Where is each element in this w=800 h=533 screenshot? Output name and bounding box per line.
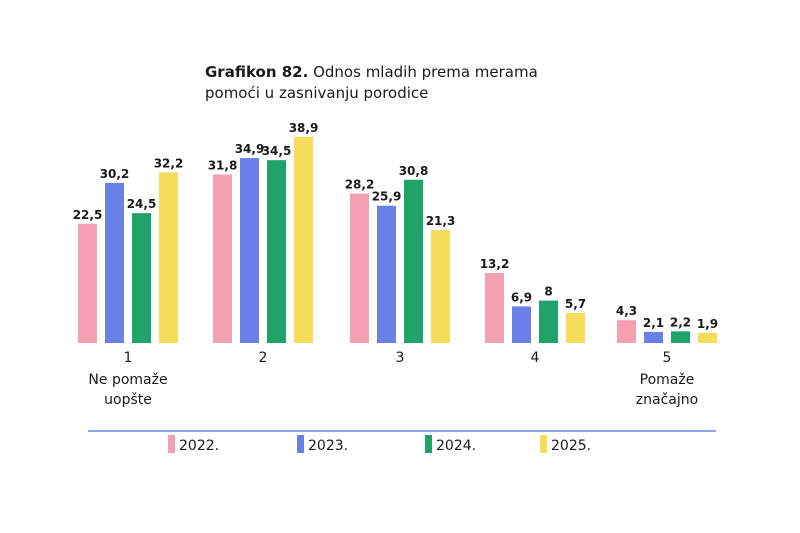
data-label: 31,8 — [208, 158, 238, 172]
data-label: 2,1 — [643, 316, 664, 330]
category-description: Ne pomaže — [88, 372, 167, 388]
bar-2022-cat4 — [485, 273, 504, 343]
data-label: 32,2 — [154, 156, 184, 170]
legend-swatch — [297, 435, 304, 453]
bar-2024-cat5 — [671, 331, 690, 343]
data-label: 21,3 — [426, 214, 456, 228]
bar-2024-cat4 — [539, 300, 558, 343]
bar-2025-cat3 — [431, 230, 450, 343]
category-tick-label: 1 — [124, 350, 133, 366]
bar-2023-cat5 — [644, 331, 663, 343]
bar-2023-cat1 — [105, 182, 124, 343]
category-tick-label: 3 — [396, 350, 405, 366]
data-label: 34,5 — [262, 144, 292, 158]
data-label: 30,2 — [100, 167, 130, 181]
category-tick-label: 2 — [259, 350, 268, 366]
category-tick-label: 4 — [531, 350, 540, 366]
bar-2022-cat3 — [350, 193, 369, 343]
legend-label: 2023. — [308, 438, 348, 454]
data-label: 13,2 — [480, 257, 510, 271]
data-label: 34,9 — [235, 142, 265, 156]
bar-2022-cat5 — [617, 320, 636, 343]
bar-2024-cat1 — [132, 213, 151, 343]
data-label: 28,2 — [345, 178, 375, 192]
bar-2025-cat2 — [294, 136, 313, 343]
data-label: 25,9 — [372, 190, 402, 204]
chart-title-rest: Odnos mladih prema merama — [313, 63, 538, 81]
data-label: 5,7 — [565, 297, 586, 311]
bar-2022-cat2 — [213, 174, 232, 343]
bar-2023-cat3 — [377, 205, 396, 343]
legend-label: 2022. — [179, 438, 219, 454]
data-label: 4,3 — [616, 304, 637, 318]
bar-2023-cat2 — [240, 158, 259, 343]
data-label: 6,9 — [511, 290, 532, 304]
bar-2022-cat1 — [78, 223, 97, 343]
data-label: 8 — [544, 285, 552, 299]
bars-group: 22,5 30,2 24,5 32,2 31,8 34,934,5 38,9 28,225,9… — [73, 121, 718, 343]
bar-2024-cat3 — [404, 179, 423, 343]
data-label: 24,5 — [127, 197, 157, 211]
category-labels: 1 Ne pomaže uopšte 2 3 4 5 Pomaže značajno — [88, 350, 698, 408]
data-label: 30,8 — [399, 164, 429, 178]
legend: 2022. 2023. 2024. 2025. — [168, 435, 591, 454]
category-description: Pomaže — [640, 372, 695, 388]
category-description: značajno — [636, 392, 698, 408]
data-label: 38,9 — [289, 121, 319, 135]
data-label: 22,5 — [73, 208, 103, 222]
data-label: 2,2 — [670, 315, 691, 329]
bar-2025-cat1 — [159, 172, 178, 343]
bar-2025-cat4 — [566, 312, 585, 343]
chart-title: Grafikon 82. Odnos mladih prema merama — [205, 63, 538, 81]
bar-2024-cat2 — [267, 160, 286, 343]
legend-swatch — [425, 435, 432, 453]
legend-swatch — [168, 435, 175, 453]
category-description: uopšte — [104, 392, 152, 408]
category-tick-label: 5 — [663, 350, 672, 366]
legend-label: 2025. — [551, 438, 591, 454]
bar-2023-cat4 — [512, 306, 531, 343]
chart-title-line2: pomoći u zasnivanju porodice — [205, 84, 428, 102]
legend-label: 2024. — [436, 438, 476, 454]
legend-swatch — [540, 435, 547, 453]
data-label: 1,9 — [697, 317, 718, 331]
bar-2025-cat5 — [698, 332, 717, 343]
